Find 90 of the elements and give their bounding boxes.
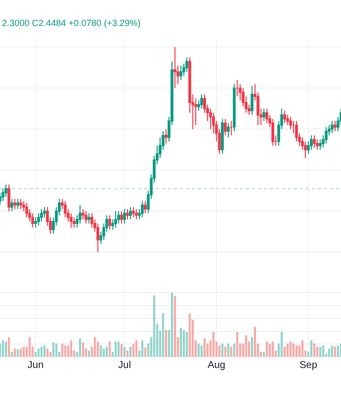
bar: [170, 292, 174, 357]
bar: [316, 346, 318, 357]
bar: [120, 344, 123, 357]
bar: [64, 345, 66, 357]
bar: [280, 332, 283, 357]
candlestick: [174, 46, 176, 89]
bar: [38, 348, 40, 357]
bar: [28, 337, 31, 357]
bar: [88, 350, 90, 357]
bar: [212, 332, 215, 357]
bar: [106, 346, 108, 357]
bar: [313, 344, 316, 357]
bar: [153, 295, 156, 357]
bar: [337, 345, 340, 357]
x-tick-label: Aug: [208, 360, 226, 371]
bar: [4, 342, 7, 357]
bar: [230, 346, 232, 357]
bar: [251, 337, 254, 357]
bar: [188, 313, 191, 357]
bar: [319, 346, 322, 357]
bar: [16, 349, 19, 357]
bar: [284, 346, 286, 357]
bar: [2, 340, 4, 357]
bar: [82, 342, 84, 357]
bar: [200, 345, 203, 357]
bar: [124, 346, 126, 357]
bar: [40, 346, 43, 357]
bar: [102, 348, 105, 357]
bar: [126, 350, 129, 357]
bar: [70, 340, 72, 357]
bar: [8, 337, 10, 357]
bar: [100, 345, 102, 357]
bar: [266, 342, 268, 357]
bar: [165, 330, 168, 357]
bar: [262, 352, 265, 357]
bar: [34, 352, 37, 357]
bar: [180, 328, 182, 357]
candlestick: [135, 208, 138, 220]
x-tick-label: Jul: [118, 360, 131, 371]
bar: [322, 345, 324, 357]
bar: [132, 344, 134, 357]
bar: [233, 344, 236, 357]
bar: [129, 346, 132, 357]
bar: [198, 344, 200, 357]
bar: [118, 342, 120, 357]
bar: [254, 326, 256, 357]
bar: [43, 345, 46, 357]
bar: [268, 344, 271, 357]
candlestick: [126, 208, 129, 220]
bar: [286, 344, 289, 357]
bar: [46, 348, 48, 357]
bar: [272, 342, 274, 357]
bar: [334, 346, 336, 357]
bar: [162, 313, 164, 357]
bar: [135, 340, 138, 357]
bar: [295, 345, 298, 357]
bar: [236, 332, 238, 357]
bar: [227, 344, 230, 357]
candlestick: [82, 208, 84, 220]
bar: [174, 296, 176, 357]
bar: [14, 348, 16, 357]
x-tick-label: Sep: [299, 360, 318, 371]
bar: [114, 342, 117, 357]
bar: [55, 344, 58, 357]
bar: [331, 345, 334, 357]
bar: [94, 337, 96, 357]
bar: [310, 340, 312, 357]
x-tick-label: Jun: [28, 360, 44, 371]
bar: [204, 338, 206, 357]
bar: [144, 347, 146, 357]
bar: [218, 345, 220, 357]
bar: [141, 340, 144, 357]
bar: [108, 342, 111, 357]
bar: [221, 344, 224, 357]
bar: [49, 352, 52, 357]
bar: [79, 338, 82, 357]
bar: [301, 340, 304, 357]
text: 2.3000 C2.4484 +0.0780 (+3.29%): [2, 18, 141, 28]
bar: [52, 342, 54, 357]
bar: [182, 330, 185, 357]
bar: [290, 342, 292, 357]
bar: [10, 352, 13, 357]
bar: [61, 344, 64, 357]
bar: [22, 346, 25, 357]
bar: [224, 346, 226, 357]
bar: [20, 348, 22, 357]
bar: [186, 332, 188, 357]
bar: [292, 344, 295, 357]
bar: [245, 335, 248, 357]
bar: [328, 348, 330, 357]
